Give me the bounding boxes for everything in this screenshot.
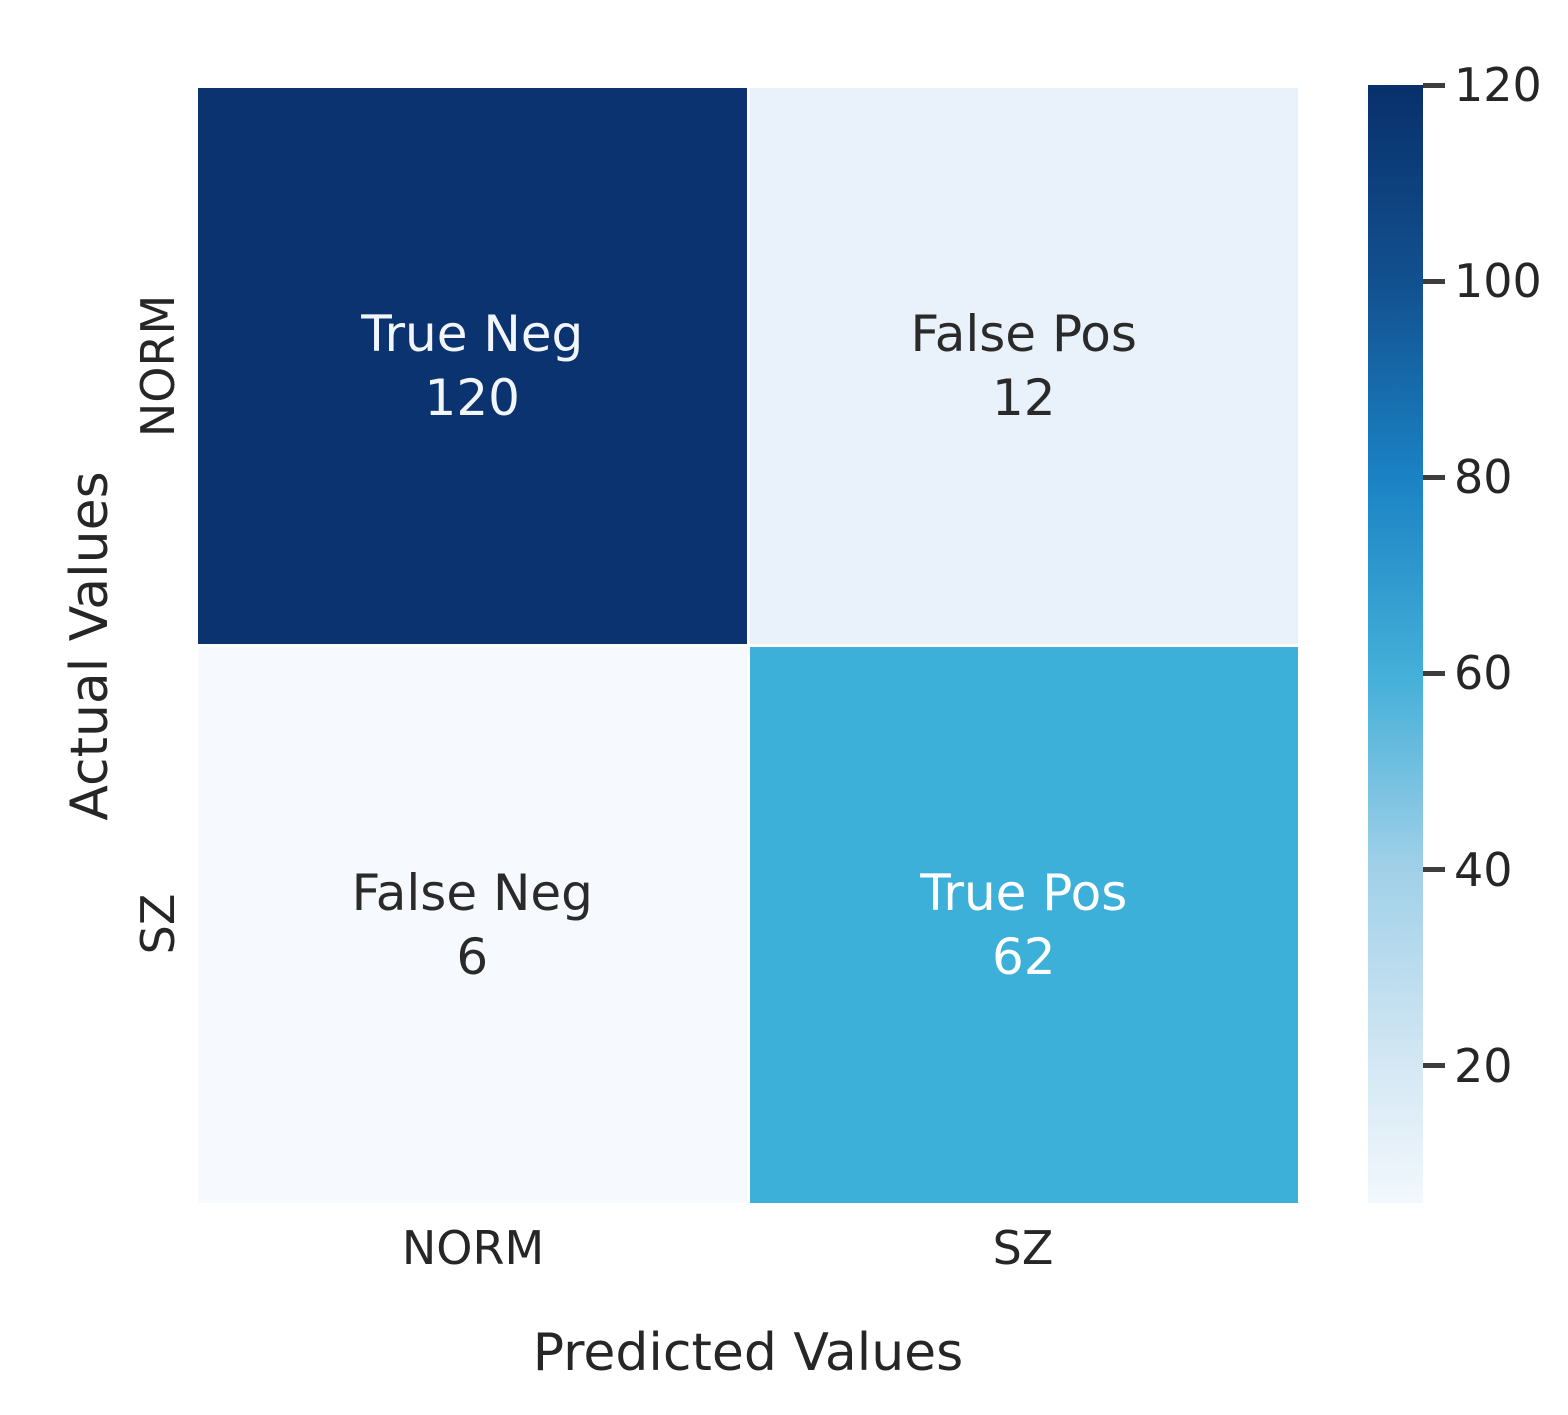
y-tick-norm: NORM bbox=[131, 294, 185, 438]
cell-label: False Neg bbox=[351, 864, 593, 922]
colorbar-tick-mark bbox=[1423, 278, 1445, 284]
colorbar-tick-mark bbox=[1423, 1063, 1445, 1069]
cell-true-pos: True Pos 62 bbox=[749, 647, 1298, 1203]
cell-true-neg: True Neg 120 bbox=[198, 88, 747, 644]
cell-label: False Pos bbox=[910, 305, 1137, 363]
colorbar-tick-mark bbox=[1423, 670, 1445, 676]
colorbar-tick-mark bbox=[1423, 474, 1445, 480]
colorbar-tick: 120 bbox=[1423, 62, 1542, 108]
colorbar-tick: 80 bbox=[1423, 454, 1513, 500]
cell-value: 12 bbox=[991, 369, 1056, 427]
colorbar-ticks: 120 100 80 60 40 20 bbox=[1423, 62, 1568, 1203]
cell-false-pos: False Pos 12 bbox=[749, 88, 1298, 644]
cell-false-neg: False Neg 6 bbox=[198, 647, 747, 1203]
colorbar-tick-mark bbox=[1423, 867, 1445, 873]
cell-label: True Neg bbox=[361, 305, 584, 363]
cell-value: 62 bbox=[991, 928, 1056, 986]
x-axis-title: Predicted Values bbox=[532, 1323, 964, 1383]
heatmap-grid: True Neg 120 False Pos 12 False Neg 6 Tr… bbox=[198, 88, 1298, 1203]
colorbar-tick-label: 60 bbox=[1454, 646, 1513, 701]
y-axis-title: Actual Values bbox=[60, 471, 120, 821]
y-tick-sz: SZ bbox=[131, 893, 185, 955]
colorbar-tick-mark bbox=[1423, 82, 1445, 88]
x-tick-sz: SZ bbox=[992, 1221, 1054, 1275]
colorbar-tick: 100 bbox=[1423, 258, 1542, 304]
colorbar-gradient bbox=[1368, 85, 1423, 1203]
cell-label: True Pos bbox=[920, 864, 1128, 922]
cell-value: 120 bbox=[424, 369, 520, 427]
colorbar-tick: 40 bbox=[1423, 847, 1513, 893]
colorbar-tick-label: 100 bbox=[1454, 254, 1542, 309]
colorbar-tick-label: 40 bbox=[1454, 842, 1513, 897]
colorbar-tick: 60 bbox=[1423, 650, 1513, 696]
colorbar-tick: 20 bbox=[1423, 1043, 1513, 1089]
colorbar-tick-label: 80 bbox=[1454, 450, 1513, 505]
colorbar-tick-label: 20 bbox=[1454, 1038, 1513, 1093]
x-tick-norm: NORM bbox=[401, 1221, 545, 1275]
cell-value: 6 bbox=[456, 928, 489, 986]
colorbar-tick-label: 120 bbox=[1454, 58, 1542, 112]
